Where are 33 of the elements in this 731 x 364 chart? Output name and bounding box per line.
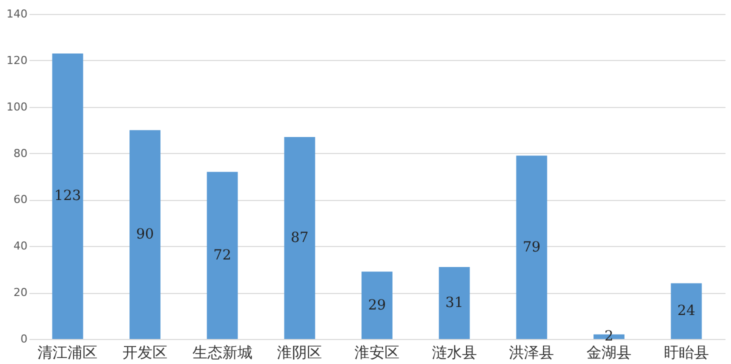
y-tick-label: 120 <box>6 54 28 67</box>
bar <box>670 283 702 339</box>
x-tick-label: 清江浦区 <box>38 344 98 362</box>
y-tick-label: 60 <box>14 193 28 206</box>
y-tick-label: 0 <box>20 332 28 346</box>
x-tick-label: 洪泽县 <box>509 344 554 362</box>
bar <box>362 272 392 339</box>
x-tick-label: 盱眙县 <box>664 344 709 362</box>
x-tick-label: 淮安区 <box>354 344 400 362</box>
x-tick-label: 涟水县 <box>432 344 477 362</box>
x-tick-label: 淮阴区 <box>277 344 322 362</box>
y-tick-label: 20 <box>14 286 28 300</box>
y-tick-label: 80 <box>14 146 28 160</box>
bar <box>284 137 316 339</box>
bar <box>52 53 84 339</box>
x-tick-label: 开发区 <box>122 344 168 362</box>
y-tick-label: 40 <box>14 240 28 253</box>
data-label: 87 <box>290 230 309 246</box>
data-label: 72 <box>213 247 232 264</box>
bar <box>516 156 548 339</box>
bar <box>438 267 470 339</box>
x-tick-label: 生态新城 <box>192 344 252 362</box>
data-label: 90 <box>136 226 154 243</box>
data-label: 123 <box>54 188 82 204</box>
data-label: 31 <box>445 295 464 312</box>
data-label: 29 <box>368 297 386 314</box>
bar <box>130 130 160 339</box>
bar <box>206 172 238 339</box>
data-label: 24 <box>677 303 696 320</box>
y-tick-label: 100 <box>6 100 28 114</box>
y-tick-label: 140 <box>6 8 28 20</box>
data-label: 79 <box>522 239 541 256</box>
x-tick-label: 金湖县 <box>586 344 632 362</box>
